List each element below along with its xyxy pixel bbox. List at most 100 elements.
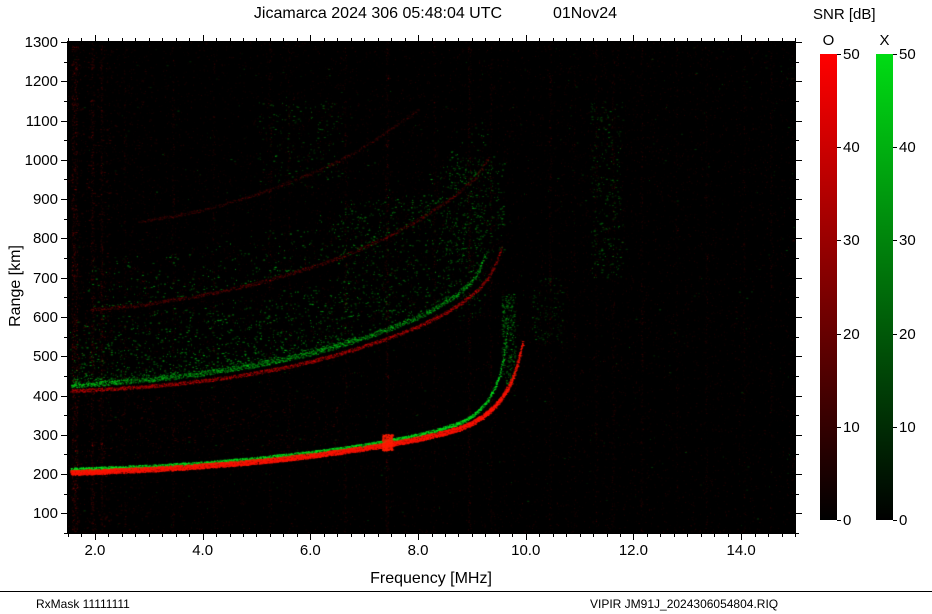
colorbar-tick-label: 20	[899, 325, 916, 343]
x-minor-tick	[175, 38, 177, 41]
x-major-tick	[741, 534, 743, 540]
x-minor-tick	[444, 534, 446, 537]
x-minor-tick	[673, 534, 675, 537]
x-minor-tick	[485, 534, 487, 537]
x-minor-tick	[68, 38, 69, 41]
colorbar-x: X	[876, 32, 893, 520]
y-major-tick	[796, 42, 802, 43]
x-minor-tick	[512, 534, 514, 537]
x-minor-tick	[229, 534, 231, 537]
y-minor-tick	[64, 454, 67, 456]
y-major-tick	[796, 395, 802, 397]
x-minor-tick	[714, 534, 716, 537]
x-minor-tick	[795, 534, 796, 537]
colorbar-o: O	[820, 32, 837, 520]
colorbar-x-bar	[876, 54, 893, 520]
x-minor-tick	[337, 38, 339, 41]
x-minor-tick	[781, 38, 783, 41]
x-minor-tick	[431, 534, 433, 537]
x-minor-tick	[768, 534, 770, 537]
x-minor-tick	[94, 534, 96, 537]
colorbar-tick	[837, 333, 841, 335]
x-minor-tick	[189, 534, 191, 537]
x-major-tick	[525, 534, 527, 540]
y-minor-tick	[64, 81, 67, 83]
x-minor-tick	[458, 534, 460, 537]
y-minor-tick	[796, 533, 799, 534]
y-tick-label: 1000	[24, 151, 58, 169]
y-minor-tick	[64, 120, 67, 122]
x-minor-tick	[754, 38, 756, 41]
x-minor-tick	[323, 38, 325, 41]
colorbar-title: SNR [dB]	[813, 6, 876, 23]
y-tick-label: 400	[32, 387, 58, 405]
y-major-tick	[796, 513, 802, 515]
y-minor-tick	[796, 81, 799, 83]
x-minor-tick	[81, 38, 83, 41]
x-minor-tick	[485, 38, 487, 41]
y-minor-tick	[796, 434, 799, 436]
x-minor-tick	[566, 534, 568, 537]
x-tick-label: 10.0	[511, 542, 541, 559]
x-major-tick	[94, 534, 96, 540]
x-tick-label: 4.0	[192, 542, 214, 559]
colorbar-tick	[837, 240, 841, 242]
colorbar-tick	[893, 520, 897, 521]
x-minor-tick	[525, 38, 527, 41]
x-minor-tick	[391, 534, 393, 537]
x-minor-tick	[202, 534, 204, 537]
x-tick-label: 14.0	[726, 542, 756, 559]
y-minor-tick	[64, 375, 67, 377]
y-minor-tick	[64, 395, 67, 397]
y-minor-tick	[796, 179, 799, 181]
x-minor-tick	[471, 38, 473, 41]
colorbar-tick-label: 10	[899, 418, 916, 436]
x-minor-tick	[741, 38, 743, 41]
y-tick-label: 600	[32, 308, 58, 326]
x-minor-tick	[243, 534, 245, 537]
x-tick-label: 6.0	[299, 542, 321, 559]
x-minor-tick	[162, 38, 164, 41]
x-minor-tick	[202, 38, 204, 41]
y-minor-tick	[64, 415, 67, 417]
x-minor-tick	[795, 38, 796, 41]
y-minor-tick	[796, 218, 799, 220]
y-major-tick	[796, 199, 802, 201]
x-tick-label: 8.0	[407, 542, 429, 559]
y-minor-tick	[64, 238, 67, 240]
x-minor-tick	[108, 534, 110, 537]
x-minor-tick	[593, 534, 595, 537]
x-minor-tick	[512, 38, 514, 41]
y-major-tick	[796, 120, 802, 122]
x-minor-tick	[741, 534, 743, 537]
y-minor-tick	[64, 493, 67, 495]
y-minor-tick	[796, 395, 799, 397]
colorbar-tick-label: 30	[899, 232, 916, 250]
x-minor-tick	[350, 38, 352, 41]
x-minor-tick	[539, 38, 541, 41]
y-tick-label: 800	[32, 230, 58, 248]
y-minor-tick	[64, 42, 67, 43]
colorbar-tick	[837, 54, 841, 55]
x-minor-tick	[108, 38, 110, 41]
x-minor-tick	[579, 534, 581, 537]
x-minor-tick	[660, 534, 662, 537]
y-minor-tick	[796, 375, 799, 377]
y-minor-tick	[796, 297, 799, 299]
y-tick-label: 900	[32, 191, 58, 209]
x-minor-tick	[525, 534, 527, 537]
colorbar-tick-label: 40	[843, 139, 860, 157]
y-tick-label: 1100	[25, 112, 58, 130]
x-minor-tick	[229, 38, 231, 41]
colorbar-tick-label: 10	[843, 418, 860, 436]
x-minor-tick	[673, 38, 675, 41]
colorbar-tick	[837, 520, 841, 521]
plot-title: Jicamarca 2024 306 05:48:04 UTC	[253, 5, 503, 22]
y-major-tick	[796, 316, 802, 318]
y-tick-label: 300	[32, 426, 58, 444]
x-minor-tick	[754, 534, 756, 537]
y-minor-tick	[64, 434, 67, 436]
x-minor-tick	[68, 534, 69, 537]
colorbar-o-mode-label: O	[822, 32, 835, 49]
x-minor-tick	[243, 38, 245, 41]
